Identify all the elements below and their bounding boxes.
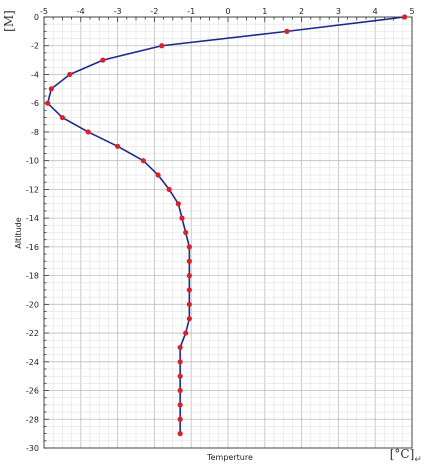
- x-tick-label: -4: [77, 7, 85, 16]
- y-tick-label: -4: [31, 70, 39, 79]
- x-unit-label: [°C]: [390, 447, 415, 461]
- y-tick-label: -26: [26, 387, 39, 396]
- x-tick-label: -1: [187, 7, 195, 16]
- y-tick-label: -12: [26, 185, 39, 194]
- data-point: [166, 186, 172, 192]
- data-point: [183, 330, 189, 336]
- x-tick-label: 5: [409, 7, 414, 16]
- data-point: [85, 129, 91, 135]
- y-tick-label: -10: [26, 157, 39, 166]
- data-point: [67, 71, 73, 78]
- return-symbol-icon: ↵: [414, 455, 422, 465]
- data-point: [183, 229, 189, 236]
- data-point: [284, 28, 290, 34]
- tick-labels: -5 -4 -3 -2 -1 0 1 2 3 4 50-2-4-6-8-10-12-14-16-18…: [26, 7, 415, 453]
- y-tick-label: -18: [26, 272, 39, 281]
- data-point: [177, 373, 183, 379]
- data-point: [159, 43, 165, 49]
- data-point: [186, 244, 192, 250]
- data-point: [177, 387, 183, 394]
- y-tick-label: -16: [26, 243, 39, 252]
- data-points: [45, 14, 408, 437]
- data-point: [177, 344, 183, 351]
- data-point: [402, 14, 408, 20]
- grid: [43, 16, 413, 449]
- data-point: [45, 100, 51, 106]
- y-tick-label: -30: [26, 444, 39, 453]
- data-point: [186, 301, 192, 307]
- data-point: [177, 416, 183, 422]
- data-point: [177, 359, 183, 365]
- data-point: [140, 158, 146, 164]
- y-unit-label: [M]: [2, 10, 16, 32]
- data-point: [115, 143, 121, 149]
- data-point: [186, 287, 192, 293]
- x-tick-label: -3: [114, 7, 122, 16]
- y-axis-title: Altitude: [14, 217, 23, 248]
- data-point: [186, 258, 192, 264]
- data-point: [175, 201, 181, 207]
- x-tick-label: 3: [336, 7, 341, 16]
- x-tick-label: -5: [40, 7, 48, 16]
- data-point: [179, 215, 185, 221]
- data-point: [186, 316, 192, 322]
- data-point: [177, 402, 183, 408]
- ticks: [43, 16, 413, 449]
- y-tick-label: -22: [26, 329, 39, 338]
- y-tick-label: -20: [26, 300, 39, 309]
- y-tick-label: -8: [31, 128, 39, 137]
- data-point: [177, 431, 183, 437]
- data-point: [186, 273, 192, 279]
- y-tick-label: -6: [31, 99, 39, 108]
- x-tick-label: 2: [299, 7, 304, 16]
- x-tick-label: 0: [225, 7, 230, 16]
- y-tick-label: -24: [26, 358, 39, 367]
- x-tick-label: 4: [373, 7, 378, 16]
- y-tick-label: -14: [26, 214, 39, 223]
- y-tick-label: 0: [34, 13, 39, 22]
- data-point: [48, 86, 54, 92]
- x-tick-label: 1: [262, 7, 267, 16]
- y-tick-label: -2: [31, 42, 39, 51]
- x-axis-title: Temperture: [206, 453, 253, 462]
- x-tick-label: -2: [150, 7, 158, 16]
- data-point: [100, 57, 106, 63]
- data-point: [155, 172, 161, 178]
- y-tick-label: -28: [26, 415, 39, 424]
- data-point: [59, 114, 65, 121]
